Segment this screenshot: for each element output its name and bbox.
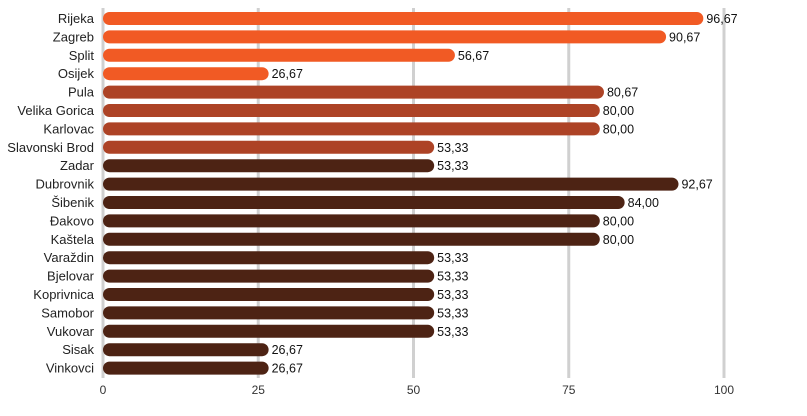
category-label: Karlovac (43, 121, 94, 136)
bar (103, 122, 600, 136)
category-label: Osijek (58, 66, 95, 81)
category-label: Bjelovar (47, 269, 95, 284)
value-label: 80,00 (603, 122, 634, 136)
category-label: Vukovar (47, 324, 95, 339)
bar (103, 251, 435, 265)
category-label: Dubrovnik (35, 177, 94, 192)
category-label: Zagreb (53, 29, 94, 44)
category-label: Pula (68, 85, 95, 100)
bar (103, 214, 600, 228)
value-label: 53,33 (437, 288, 468, 302)
category-label: Kaštela (51, 232, 95, 247)
value-label: 53,33 (437, 141, 468, 155)
value-label: 56,67 (458, 49, 489, 63)
value-label: 80,00 (603, 214, 634, 228)
value-label: 92,67 (681, 178, 712, 192)
value-label: 53,33 (437, 325, 468, 339)
bar (103, 196, 625, 209)
value-label: 53,33 (437, 270, 468, 284)
bar (103, 140, 435, 154)
value-label: 80,00 (603, 233, 634, 247)
x-tick-label: 25 (252, 383, 266, 397)
value-label: 96,67 (706, 12, 737, 26)
value-label: 80,67 (607, 86, 638, 100)
value-label: 26,67 (272, 362, 303, 376)
category-label: Velika Gorica (17, 103, 94, 118)
x-tick-label: 75 (562, 383, 576, 397)
category-label: Varaždin (44, 250, 94, 265)
labels: Rijeka 96,67 Zagreb 90,67 Split 56,67 Osijek 26… (7, 11, 737, 376)
x-tick-label: 100 (714, 383, 734, 397)
value-label: 53,33 (437, 159, 468, 173)
bar (103, 232, 600, 246)
category-label: Samobor (41, 305, 94, 320)
category-label: Koprivnica (33, 287, 94, 302)
bar (103, 361, 269, 375)
value-label: 26,67 (272, 343, 303, 357)
bar (103, 288, 435, 301)
bar (103, 67, 269, 81)
bar (103, 306, 435, 320)
bar (103, 30, 667, 44)
grid-lines (101, 8, 726, 378)
bar (103, 159, 435, 173)
value-label: 53,33 (437, 306, 468, 320)
category-label: Slavonski Brod (7, 140, 94, 155)
value-label: 53,33 (437, 251, 468, 265)
bar (103, 324, 435, 338)
bars (103, 12, 704, 375)
bar (103, 12, 704, 25)
bar (103, 104, 600, 117)
category-label: Rijeka (58, 11, 95, 26)
x-tick-label: 0 (100, 383, 107, 397)
category-label: Zadar (60, 158, 95, 173)
category-label: Đakovo (50, 213, 94, 228)
value-label: 90,67 (669, 30, 700, 44)
bar (103, 269, 435, 283)
category-label: Sisak (62, 342, 94, 357)
x-tick-label: 50 (407, 383, 421, 397)
bar (103, 85, 604, 99)
x-axis-ticks: 0 25 50 75 100 (100, 383, 735, 397)
category-label: Split (69, 48, 95, 63)
value-label: 80,00 (603, 104, 634, 118)
bar (103, 343, 269, 357)
category-label: Vinkovci (46, 361, 94, 376)
bar (103, 177, 679, 191)
value-label: 84,00 (628, 196, 659, 210)
bar (103, 48, 455, 62)
value-label: 26,67 (272, 67, 303, 81)
category-label: Šibenik (51, 195, 94, 210)
